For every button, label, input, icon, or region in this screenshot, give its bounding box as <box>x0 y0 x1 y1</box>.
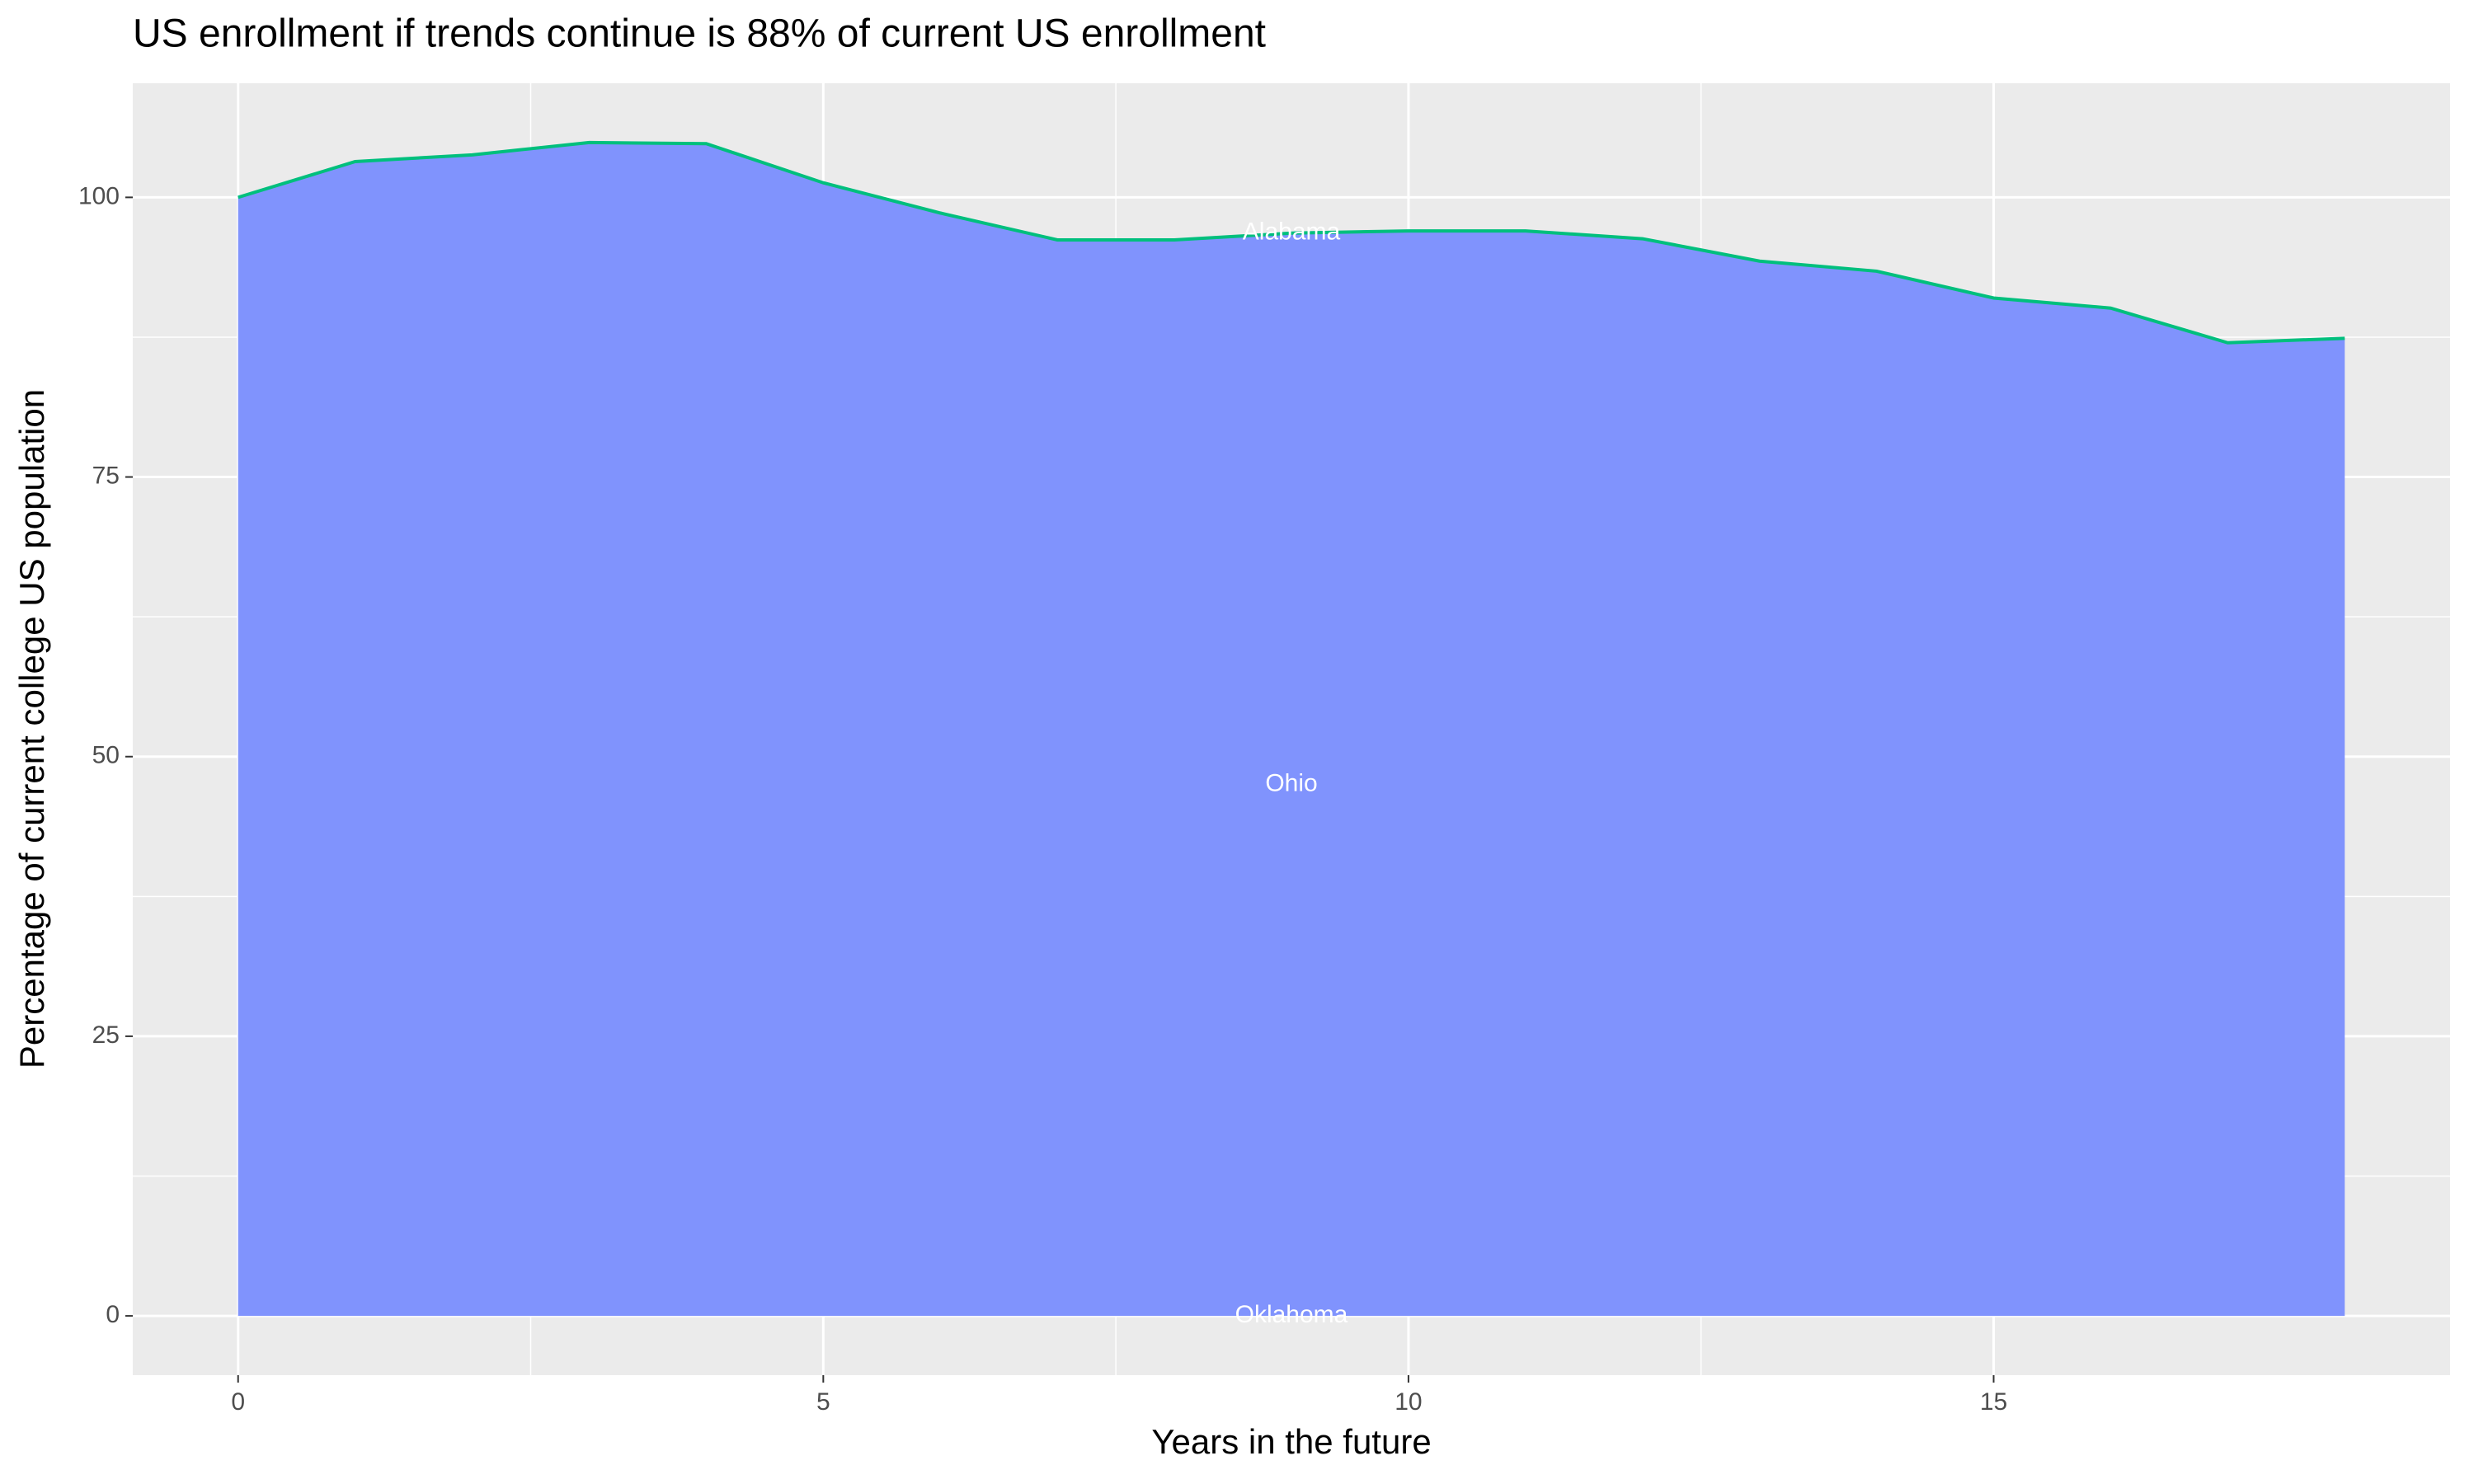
y-tick-label: 75 <box>92 462 120 489</box>
x-tick-label: 10 <box>1395 1388 1422 1416</box>
x-tick-label: 15 <box>1980 1388 2007 1416</box>
annotation: Ohio <box>1265 770 1317 797</box>
y-tick-label: 50 <box>92 742 120 769</box>
y-tick-label: 100 <box>78 182 120 209</box>
y-tick-label: 0 <box>106 1301 120 1328</box>
x-axis-label: Years in the future <box>1151 1422 1431 1461</box>
line <box>238 140 2345 345</box>
x-tick-label: 5 <box>816 1388 830 1416</box>
y-axis-label: Percentage of current college US populat… <box>12 389 51 1068</box>
y-tick-label: 25 <box>92 1021 120 1049</box>
x-tick-label: 0 <box>231 1388 245 1416</box>
annotation: Alabama <box>1243 218 1341 246</box>
area <box>238 142 2345 1317</box>
chart-title: US enrollment if trends continue is 88% … <box>133 12 1266 56</box>
annotation: Oklahoma <box>1235 1301 1348 1328</box>
